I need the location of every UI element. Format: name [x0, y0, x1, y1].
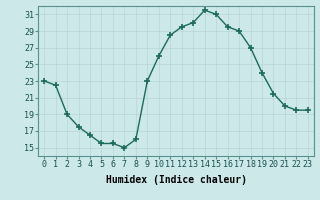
X-axis label: Humidex (Indice chaleur): Humidex (Indice chaleur): [106, 175, 246, 185]
